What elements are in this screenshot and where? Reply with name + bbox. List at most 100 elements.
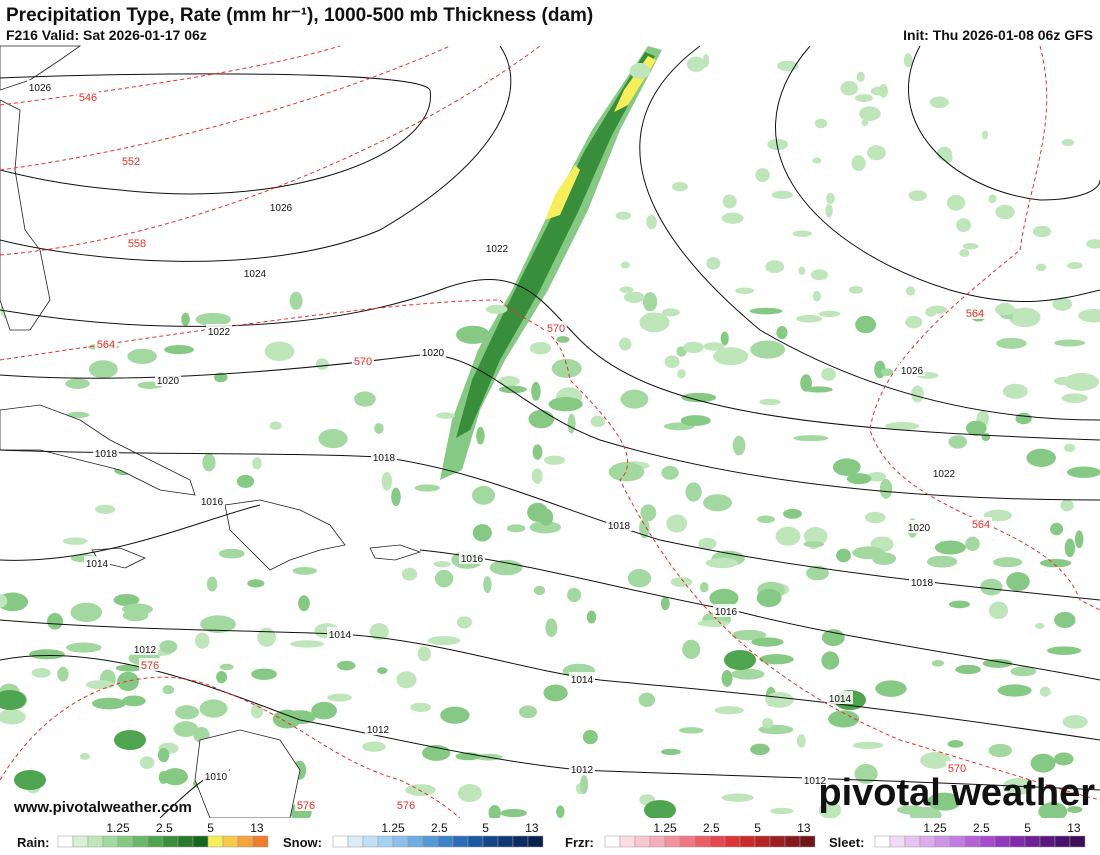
- precip-cell: [793, 435, 829, 442]
- isobar-label-bg: [206, 324, 232, 337]
- isobar-label: 1012: [571, 765, 594, 776]
- isobar-label-bg: [569, 762, 595, 775]
- precip-cell: [269, 421, 282, 430]
- precip-cell: [518, 705, 538, 719]
- legend-tick: 5: [754, 821, 761, 835]
- isobar-label: 1014: [86, 559, 109, 570]
- isobar: [0, 73, 431, 195]
- precip-cell: [1078, 309, 1100, 323]
- precip-cell: [1086, 239, 1100, 249]
- precip-cell: [122, 603, 153, 616]
- precip-cell: [417, 646, 431, 662]
- init-time: Init: Thu 2026-01-08 06z GFS: [903, 27, 1093, 43]
- thickness-label-bg: [964, 306, 986, 319]
- precip-cell: [988, 743, 1012, 758]
- legend-swatch: [237, 835, 254, 848]
- precip-cell: [1064, 372, 1099, 391]
- precip-heavy: [545, 165, 580, 220]
- precip-cell: [618, 337, 632, 351]
- precip-cell: [1052, 297, 1073, 311]
- thickness-label-bg: [295, 798, 317, 811]
- legend-swatch: [1009, 835, 1026, 848]
- precip-cell: [1006, 572, 1030, 592]
- precip-cell: [825, 204, 833, 218]
- legend-name: Frzr:: [565, 835, 594, 850]
- labels: 1026 1026 1024 1022 1020 1018 1016 1014 1012 1012…: [27, 80, 992, 812]
- precip-cell: [396, 671, 417, 689]
- isobar: [639, 45, 1100, 421]
- precip-cell: [814, 118, 828, 129]
- isobar-label: 1018: [911, 578, 934, 589]
- precip-cell: [670, 577, 693, 588]
- precip-cell: [981, 432, 991, 442]
- isobar-label-bg: [906, 520, 932, 533]
- legend-swatch: [467, 835, 484, 848]
- precip-cell: [485, 304, 508, 314]
- thickness-line: [0, 676, 461, 819]
- precip-cell: [792, 230, 812, 237]
- thickness-label-bg: [545, 321, 567, 334]
- precip-cell: [980, 578, 1003, 596]
- precip-cell: [529, 521, 562, 534]
- thickness-label-bg: [120, 154, 142, 167]
- legend-swatch: [347, 835, 364, 848]
- precip-cell: [619, 286, 634, 293]
- precip-cell: [1032, 225, 1052, 238]
- precip-cell: [765, 692, 794, 708]
- precip-cell: [955, 664, 981, 675]
- precip-cell: [859, 106, 881, 121]
- precip-cell: [590, 415, 606, 428]
- legend-swatch: [362, 835, 379, 848]
- legend-swatch: [694, 835, 711, 848]
- legend-tick: 5: [1024, 821, 1031, 835]
- isobar: [0, 449, 1100, 601]
- precip-cell: [903, 53, 913, 68]
- precip-cell: [336, 660, 356, 671]
- precip-cell: [70, 602, 103, 623]
- isobar-label: 1020: [908, 523, 931, 534]
- isobar-label-bg: [365, 722, 391, 735]
- precip-cell: [489, 559, 523, 576]
- precip-cell: [770, 807, 794, 815]
- legend-swatch: [904, 835, 921, 848]
- precip-cell: [660, 748, 681, 756]
- precip-cell: [195, 632, 210, 649]
- legend-name: Rain:: [17, 835, 50, 850]
- precip-cell: [216, 670, 228, 684]
- precip-cell: [586, 610, 597, 624]
- precip-cell: [714, 706, 745, 715]
- precip-cell: [730, 668, 765, 680]
- precip-cell: [988, 194, 997, 204]
- legend-swatch: [739, 835, 756, 848]
- legend-tick: 2.5: [973, 821, 990, 835]
- precip-cell: [644, 800, 676, 820]
- legend-swatch: [497, 835, 514, 848]
- precip-cell: [457, 784, 482, 803]
- precip-cell: [545, 618, 558, 638]
- precip-cell: [362, 741, 387, 752]
- legend-swatch: [332, 835, 349, 848]
- precip-cell: [683, 341, 704, 354]
- precip-cell: [117, 671, 139, 692]
- precip-cell: [638, 692, 656, 708]
- precip-cell: [724, 650, 756, 670]
- legend-swatch: [482, 835, 499, 848]
- precip-cell: [456, 325, 490, 344]
- legend-swatch: [102, 835, 119, 848]
- legend-tick: 13: [250, 821, 264, 835]
- precip-cell: [821, 629, 845, 647]
- legend-swatch: [934, 835, 951, 848]
- precip-cell: [759, 398, 781, 406]
- precip-cell: [852, 741, 884, 749]
- precip-band-core: [456, 52, 655, 438]
- valid-time: F216 Valid: Sat 2026-01-17 06z: [6, 27, 207, 43]
- precip-cell: [627, 569, 652, 588]
- precip-cell: [285, 710, 316, 725]
- precip-cell: [435, 412, 455, 419]
- isobar-label: 1012: [804, 776, 827, 787]
- precip-cell: [997, 684, 1032, 697]
- precip-cell: [1060, 499, 1074, 512]
- thickness-label-bg: [126, 236, 148, 249]
- precip-cell: [750, 340, 786, 359]
